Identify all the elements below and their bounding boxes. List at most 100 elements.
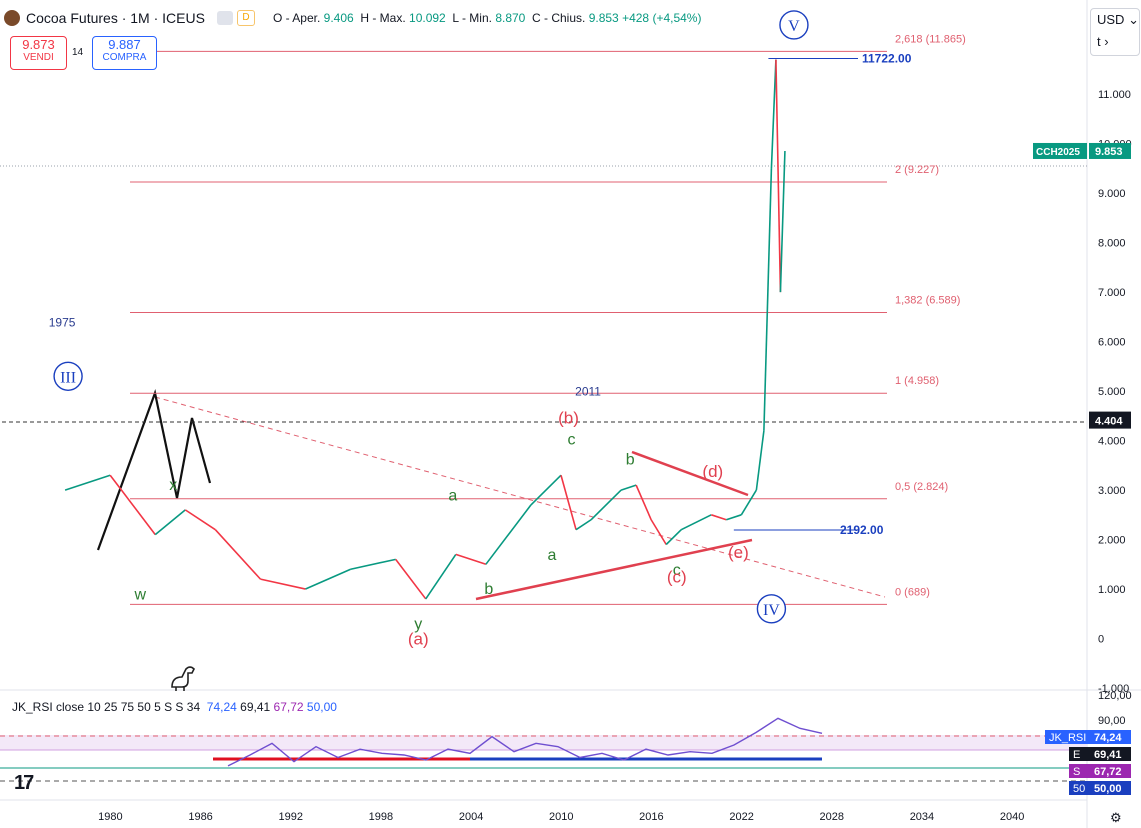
delayed-badge[interactable]: D: [236, 10, 255, 26]
price-segment-22: [711, 514, 727, 521]
price-segment-25: [755, 430, 765, 491]
price-axis[interactable]: 12.00011.00010.0009.0008.0007.0006.0005.…: [1033, 40, 1132, 695]
gear-icon[interactable]: ⚙: [1110, 810, 1122, 825]
price-segment-27: [770, 59, 777, 169]
rsi-badge-name-box-2: [1069, 764, 1089, 778]
rsi-legend[interactable]: JK_RSI close 10 25 75 50 5 S S 34 74,24 …: [12, 700, 337, 714]
ytick-11: 1.000: [1098, 584, 1126, 596]
wave-circle-III: [53, 361, 83, 391]
triangle-lower-trendline: [475, 538, 753, 601]
price-segment-19: [650, 519, 667, 545]
price-segment-7: [305, 568, 351, 590]
ytick-1: 11.000: [1098, 89, 1131, 101]
rsi-tick-0: 120,00: [1098, 690, 1132, 702]
price-segment-2: [109, 474, 156, 536]
price-segment-14: [560, 475, 577, 530]
wave-green-4: b: [484, 581, 493, 598]
ytick-5: 7.000: [1098, 287, 1126, 299]
ytick-7: 5.000: [1098, 386, 1126, 398]
wave-circle-IV: [756, 594, 787, 624]
low-value: 8.870: [495, 11, 526, 25]
wave-green-0: x: [169, 477, 177, 494]
xtick-10: 2040: [1000, 811, 1024, 823]
wave-red-3: (d): [702, 462, 723, 481]
price-segment-1: [64, 474, 111, 491]
ytick-13: -1.000: [1098, 683, 1129, 695]
wave-green-8: c: [673, 562, 681, 579]
currency-select[interactable]: USD ⌄: [1091, 9, 1139, 31]
rsi-badge-name-3: 50: [1073, 783, 1085, 795]
fib-levels: 2,618 (11.865) 2 (9.227) 1,382 (6.589) 1 (4…: [130, 33, 966, 605]
open-label: O - Aper.: [272, 11, 321, 25]
price-segment-23: [726, 514, 742, 521]
price-segment-3: [154, 509, 186, 536]
wave-red-4: (e): [728, 543, 749, 562]
rsi-badge-value-box-0: [1089, 730, 1131, 744]
crosshair-price-label: 4.404: [1095, 416, 1123, 428]
dino-icon[interactable]: [171, 666, 195, 691]
b-d-trendline: [631, 450, 749, 497]
xtick-3: 1998: [369, 811, 393, 823]
symbol-title[interactable]: Cocoa Futures · 1M · ICEUS: [26, 10, 205, 26]
wave-green-1: w: [133, 586, 146, 603]
current-price-box: [1089, 142, 1131, 159]
ytick-8: 4.000: [1098, 436, 1126, 448]
ohlc-legend: O - Aper. 9.406 H - Max. 10.092 L - Min.…: [273, 11, 702, 25]
price-level-label-0: 11722.00: [862, 51, 912, 65]
currency-code: USD: [1097, 12, 1125, 27]
wave-red-0: (a): [408, 629, 429, 648]
price-segment-12: [485, 504, 532, 565]
rsi-badge-name-box-0: [1045, 730, 1089, 744]
market-status-icon[interactable]: [216, 11, 233, 25]
buy-button[interactable]: 9.887 COMPRA: [92, 36, 157, 70]
price-segment-13: [530, 474, 562, 506]
open-value: 9.406: [323, 11, 354, 25]
xtick-7: 2022: [729, 811, 753, 823]
chevron-down-icon: ⌄: [1128, 12, 1139, 27]
sell-button[interactable]: 9.873 VENDI: [10, 36, 67, 70]
rsi-badge-name-2: S: [1073, 766, 1080, 778]
year-label-2011: 2011: [575, 385, 601, 399]
xtick-1: 1986: [188, 811, 212, 823]
year-label-1975: 1975: [49, 315, 76, 329]
buy-label: COMPRA: [102, 52, 147, 63]
rsi-band: [0, 735, 1087, 750]
cocoa-logo-icon: [4, 10, 20, 26]
triangle-upper-trendline: [154, 396, 886, 598]
price-segment-9: [395, 558, 427, 600]
wave-circle-V: [779, 10, 809, 40]
rsi-badge-value-1: 69,41: [1094, 749, 1122, 761]
fib-label-5: 0 (689): [895, 586, 930, 598]
currency-unit-selector[interactable]: USD ⌄ t ›: [1090, 8, 1140, 56]
tradingview-logo-icon[interactable]: 17: [14, 772, 34, 794]
wave-green-7: b: [626, 451, 635, 468]
price-segment-18: [635, 484, 652, 521]
fib-label-0: 2,618 (11.865): [895, 33, 966, 45]
price-segment-29: [779, 150, 786, 293]
high-label: H - Max.: [360, 11, 406, 25]
rsi-value-2: 69,41: [240, 700, 271, 714]
wave-red-1: (b): [558, 408, 579, 427]
rsi-value-3: 67,72: [273, 700, 304, 714]
price-segment-28: [775, 59, 782, 293]
time-axis[interactable]: 1980 1986 1992 1998 2004 2010 2016 2022 2028 2034…: [98, 811, 1024, 823]
price-segment-4: [184, 509, 216, 531]
sell-label: VENDI: [23, 52, 54, 63]
crosshair-price-box: [1089, 411, 1131, 429]
ytick-3: 9.000: [1098, 188, 1126, 200]
xtick-2: 1992: [279, 811, 303, 823]
price-segment-20: [665, 529, 682, 546]
wave-label-III: III: [60, 369, 76, 386]
low-label: L - Min.: [452, 11, 492, 25]
rsi-badges: JK_RSI 74,24 E 69,41 S 67,72 50 50,00: [1045, 730, 1131, 795]
price-segment-26: [763, 168, 773, 431]
price-segment-10: [425, 553, 457, 600]
rsi-badge-name-0: JK_RSI: [1049, 732, 1086, 744]
unit-select[interactable]: t ›: [1091, 31, 1139, 53]
ytick-12: 0: [1098, 634, 1104, 646]
ytick-10: 2.000: [1098, 535, 1126, 547]
rsi-title: JK_RSI close 10 25 75 50 5 S S 34: [12, 700, 201, 714]
price-segment-8: [350, 558, 396, 571]
wave-green-2: y: [414, 616, 422, 633]
